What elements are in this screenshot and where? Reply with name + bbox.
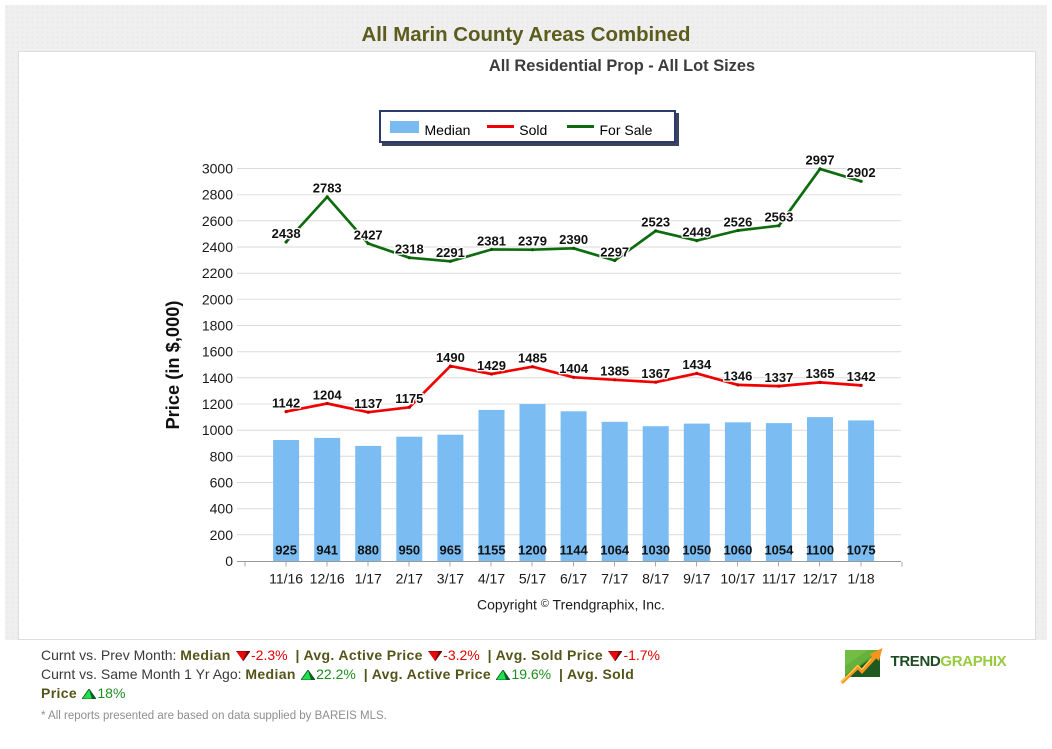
svg-text:600: 600	[210, 475, 234, 491]
svg-text:1400: 1400	[202, 370, 233, 386]
svg-text:200: 200	[210, 527, 234, 543]
svg-text:Copyright © Trendgraphix, Inc.: Copyright © Trendgraphix, Inc.	[477, 597, 665, 613]
svg-text:880: 880	[357, 542, 379, 557]
svg-text:2000: 2000	[202, 291, 233, 307]
svg-text:2/17: 2/17	[396, 571, 423, 587]
svg-text:2526: 2526	[723, 214, 752, 229]
svg-text:2381: 2381	[477, 233, 506, 248]
svg-text:1485: 1485	[518, 351, 547, 366]
svg-text:1385: 1385	[600, 364, 629, 379]
svg-text:2902: 2902	[847, 165, 876, 180]
svg-text:2200: 2200	[202, 265, 233, 281]
svg-text:11/17: 11/17	[762, 571, 796, 587]
svg-text:1490: 1490	[436, 350, 465, 365]
svg-text:3/17: 3/17	[437, 571, 464, 587]
svg-text:1346: 1346	[723, 369, 752, 384]
svg-text:2783: 2783	[313, 181, 342, 196]
svg-text:1050: 1050	[682, 542, 711, 557]
svg-text:2523: 2523	[641, 215, 670, 230]
svg-text:0: 0	[225, 553, 233, 569]
svg-text:1100: 1100	[806, 542, 834, 557]
svg-text:2297: 2297	[600, 244, 629, 259]
svg-text:2400: 2400	[202, 239, 233, 255]
svg-text:6/17: 6/17	[560, 571, 587, 587]
svg-text:1342: 1342	[847, 369, 876, 384]
svg-text:8/17: 8/17	[642, 571, 669, 587]
svg-text:1060: 1060	[723, 542, 752, 557]
svg-text:1404: 1404	[559, 361, 589, 376]
svg-text:2449: 2449	[682, 224, 711, 239]
svg-text:965: 965	[440, 542, 462, 557]
svg-text:10/17: 10/17	[720, 571, 755, 587]
svg-text:12/16: 12/16	[310, 571, 345, 587]
svg-text:2600: 2600	[202, 213, 233, 229]
svg-text:1000: 1000	[202, 422, 233, 438]
svg-text:2800: 2800	[202, 187, 233, 203]
svg-text:2427: 2427	[354, 227, 383, 242]
svg-text:1/17: 1/17	[355, 571, 382, 587]
svg-text:2438: 2438	[272, 226, 301, 241]
svg-text:9/17: 9/17	[683, 571, 710, 587]
svg-text:7/17: 7/17	[601, 571, 628, 587]
svg-text:2997: 2997	[806, 153, 835, 168]
svg-text:1365: 1365	[806, 366, 835, 381]
svg-text:1434: 1434	[682, 357, 712, 372]
svg-text:1200: 1200	[518, 542, 547, 557]
svg-text:1144: 1144	[559, 542, 588, 557]
svg-text:2318: 2318	[395, 242, 424, 257]
svg-text:1155: 1155	[477, 542, 505, 557]
svg-text:925: 925	[275, 542, 297, 557]
svg-text:1337: 1337	[764, 370, 793, 385]
svg-text:800: 800	[210, 448, 234, 464]
svg-text:3000: 3000	[202, 161, 233, 177]
svg-text:4/17: 4/17	[478, 571, 505, 587]
svg-text:1137: 1137	[354, 396, 382, 411]
svg-text:950: 950	[398, 542, 420, 557]
svg-text:941: 941	[316, 542, 338, 557]
svg-text:400: 400	[210, 501, 234, 517]
svg-text:1429: 1429	[477, 358, 506, 373]
svg-text:1/18: 1/18	[847, 571, 874, 587]
svg-text:1600: 1600	[202, 344, 233, 360]
svg-text:1054: 1054	[764, 542, 794, 557]
svg-text:2563: 2563	[764, 210, 793, 225]
svg-text:1075: 1075	[847, 542, 876, 557]
svg-text:1064: 1064	[600, 542, 630, 557]
svg-text:11/16: 11/16	[269, 571, 303, 587]
svg-text:12/17: 12/17	[802, 571, 837, 587]
svg-text:1175: 1175	[395, 391, 423, 406]
svg-text:1200: 1200	[202, 396, 233, 412]
svg-text:2379: 2379	[518, 234, 547, 249]
svg-text:Price (in $,000): Price (in $,000)	[162, 300, 183, 429]
svg-text:1800: 1800	[202, 318, 233, 334]
svg-text:5/17: 5/17	[519, 571, 546, 587]
svg-text:1367: 1367	[641, 366, 670, 381]
svg-text:2291: 2291	[436, 245, 465, 260]
svg-text:1030: 1030	[641, 542, 670, 557]
svg-text:1204: 1204	[313, 387, 343, 402]
svg-text:1142: 1142	[272, 395, 300, 410]
svg-text:2390: 2390	[559, 232, 588, 247]
